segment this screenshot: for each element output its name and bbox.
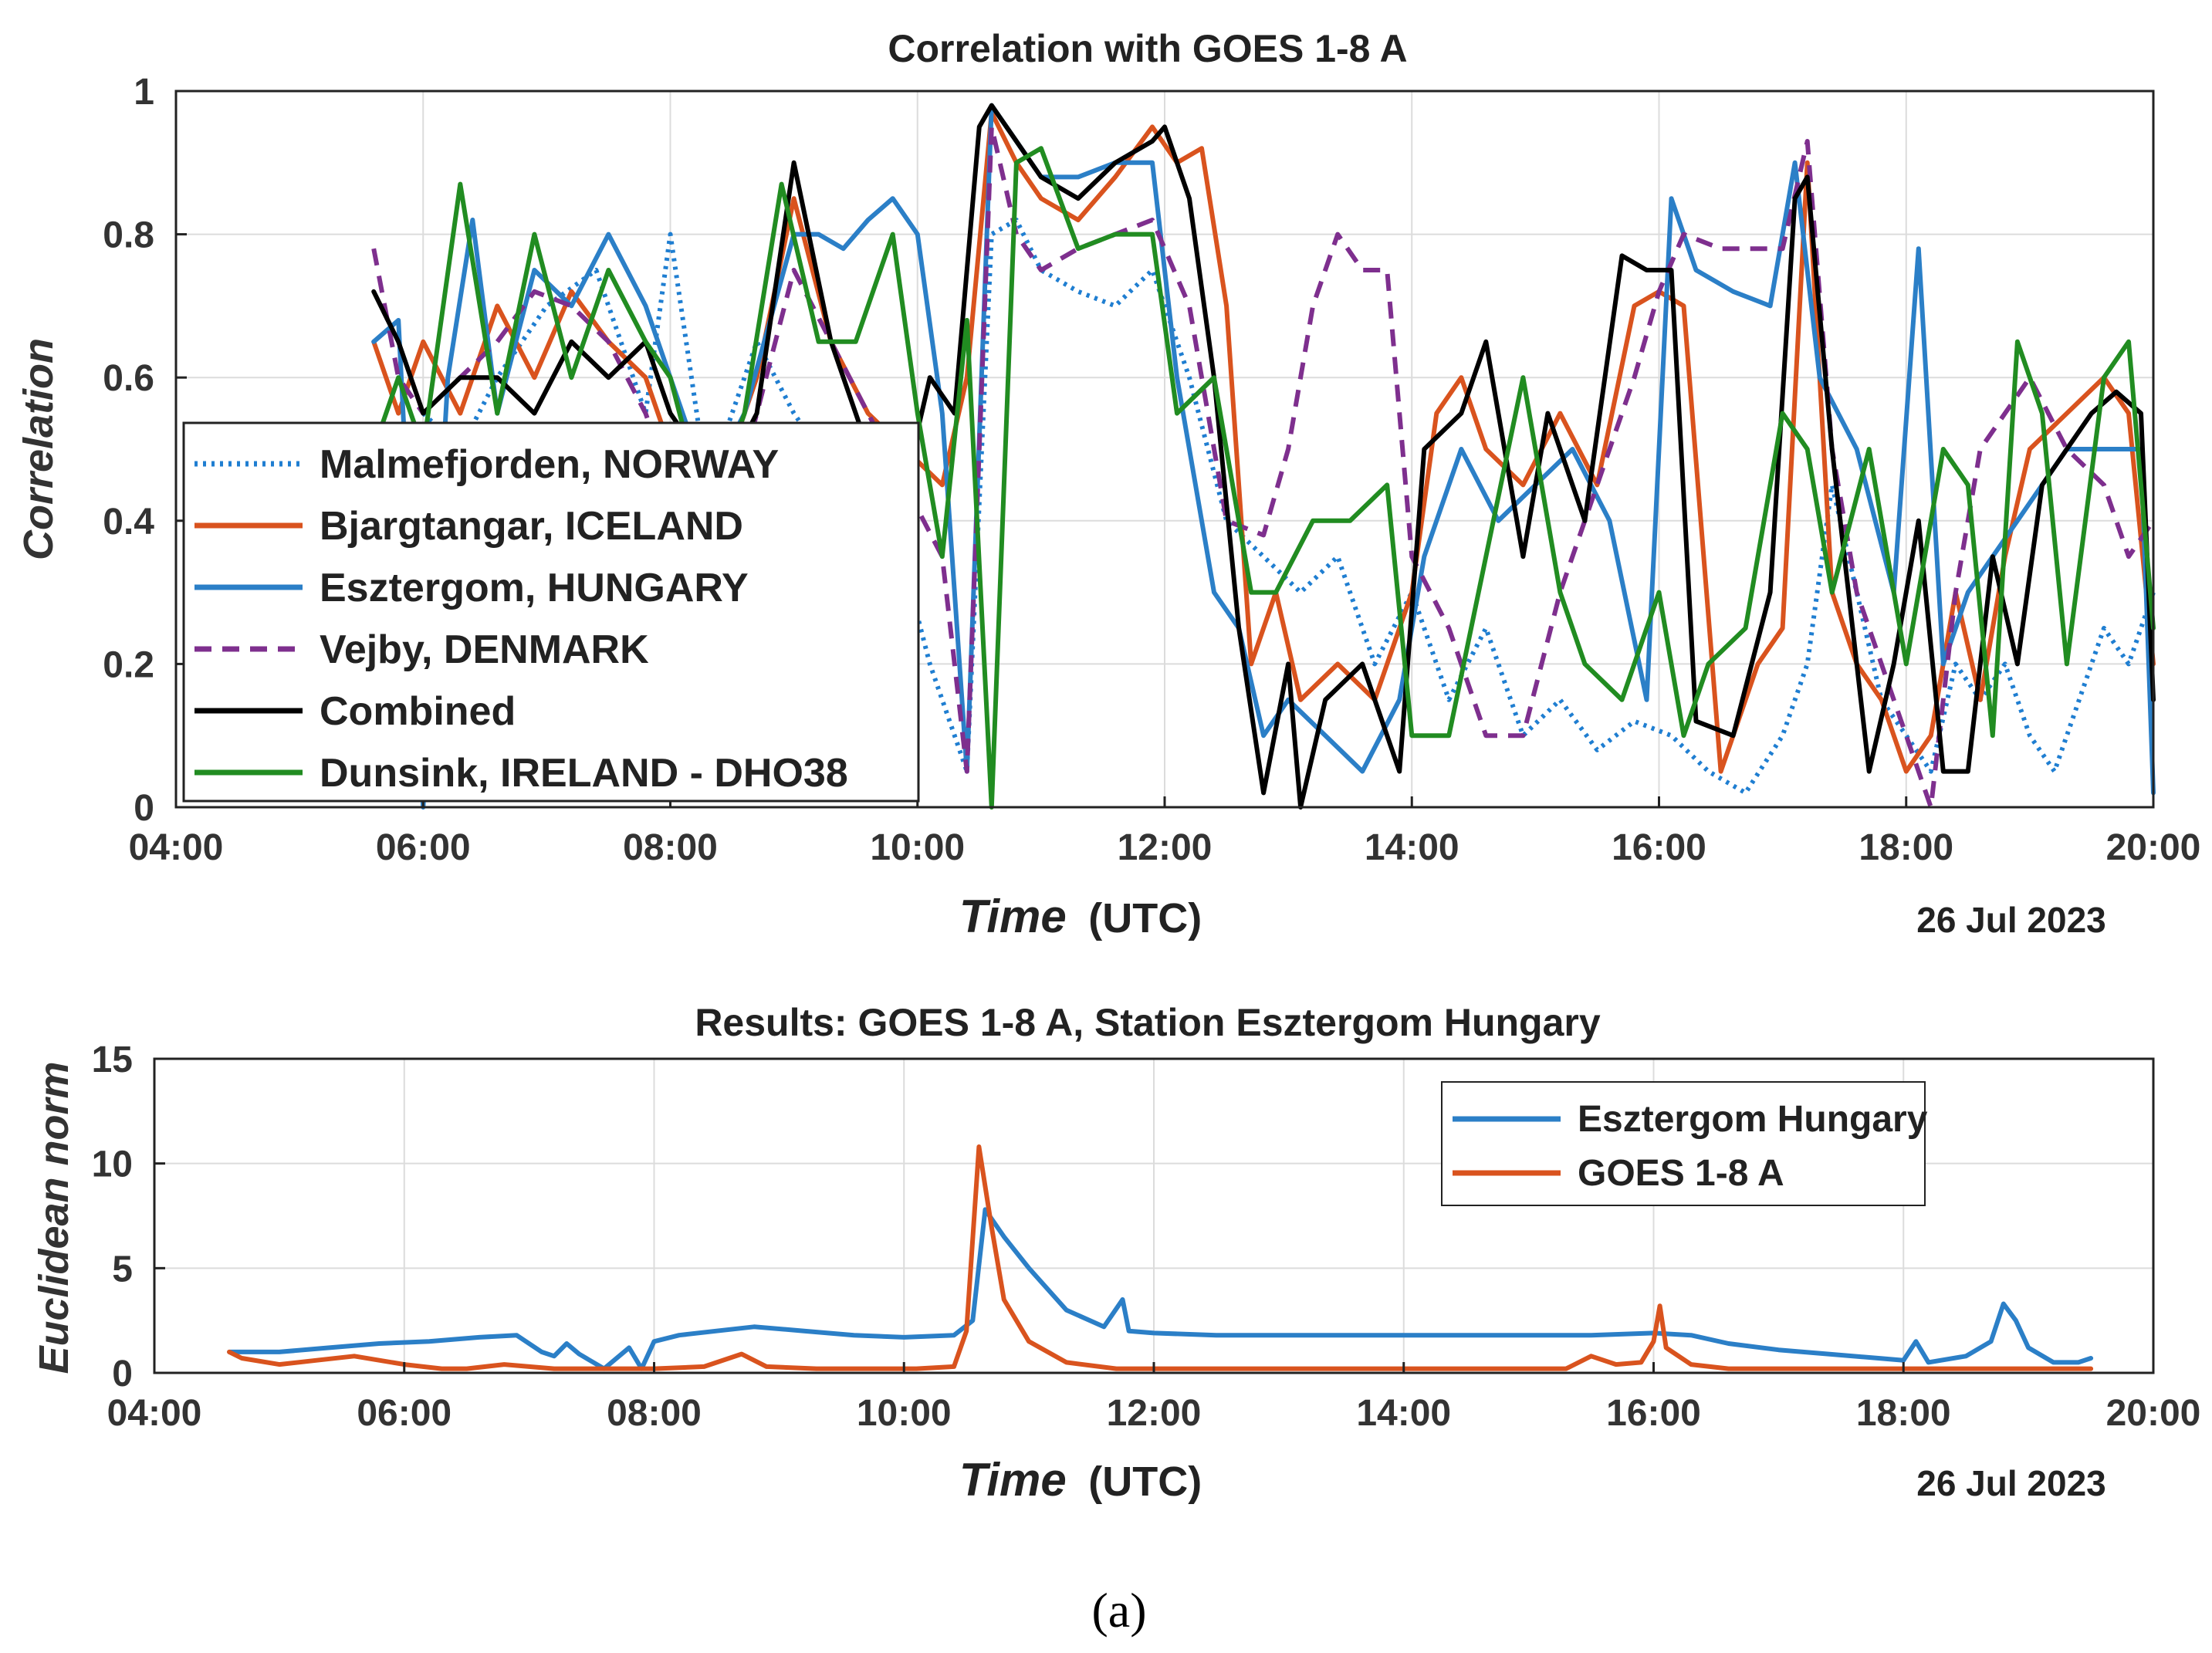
chart1-date-label: 26 Jul 2023 bbox=[1916, 900, 2106, 940]
y-tick-label: 0.6 bbox=[103, 358, 154, 399]
series-line-goes-1-8-a bbox=[227, 1144, 2094, 1371]
x-tick-label: 16:00 bbox=[1612, 827, 1706, 868]
chart2-title: Results: GOES 1-8 A, Station Esztergom H… bbox=[695, 1001, 1601, 1044]
chart1-legend: Malmefjorden, NORWAY Bjargtangar, ICELAND… bbox=[182, 421, 920, 803]
x-tick-label: 04:00 bbox=[129, 827, 224, 868]
legend-label: Vejby, DENMARK bbox=[320, 627, 649, 672]
y-tick-label: 15 bbox=[92, 1039, 133, 1080]
chart1-title: Correlation with GOES 1-8 A bbox=[888, 27, 1407, 70]
y-tick-label: 0 bbox=[112, 1354, 133, 1394]
x-tick-label: 08:00 bbox=[607, 1393, 702, 1434]
x-tick-label: 06:00 bbox=[357, 1393, 452, 1434]
legend-label: Esztergom Hungary bbox=[1578, 1099, 1928, 1140]
chart2-date-label: 26 Jul 2023 bbox=[1916, 1463, 2106, 1503]
x-tick-label: 12:00 bbox=[1118, 827, 1213, 868]
x-tick-label: 10:00 bbox=[857, 1393, 952, 1434]
x-tick-label: 18:00 bbox=[1856, 1393, 1951, 1434]
chart2-ylabel: Euclidean norm bbox=[31, 1061, 77, 1374]
chart2-legend: Esztergom Hungary GOES 1-8 A bbox=[1441, 1081, 1928, 1206]
x-tick-label: 18:00 bbox=[1859, 827, 1953, 868]
series-line-esztergom-hungary bbox=[371, 103, 2156, 810]
y-tick-label: 0.4 bbox=[103, 502, 154, 543]
x-tick-label: 20:00 bbox=[2106, 1393, 2201, 1434]
legend-label: Bjargtangar, ICELAND bbox=[320, 504, 743, 549]
chart2-legend-box bbox=[1441, 1081, 1926, 1206]
legend-label: Dunsink, IRELAND - DHO38 bbox=[320, 751, 848, 796]
x-tick-label: 14:00 bbox=[1365, 827, 1459, 868]
euclidean-norm-chart: Results: GOES 1-8 A, Station Esztergom H… bbox=[31, 1001, 2200, 1506]
series-line-esztergom-hungary bbox=[227, 1207, 2094, 1371]
legend-label: GOES 1-8 A bbox=[1578, 1153, 1784, 1194]
y-tick-label: 0.2 bbox=[103, 644, 154, 685]
y-tick-label: 1 bbox=[134, 72, 154, 113]
x-tick-label: 16:00 bbox=[1606, 1393, 1701, 1434]
correlation-chart: Correlation with GOES 1-8 A 04:00 06:00 08… bbox=[15, 27, 2200, 942]
legend-label: Malmefjorden, NORWAY bbox=[320, 442, 779, 487]
y-tick-label: 0.8 bbox=[103, 215, 154, 256]
x-tick-label: 10:00 bbox=[870, 827, 965, 868]
chart1-xlabel-unit: (UTC) bbox=[1088, 895, 1202, 941]
legend-label: Esztergom, HUNGARY bbox=[320, 566, 749, 610]
x-tick-label: 08:00 bbox=[623, 827, 718, 868]
y-tick-label: 0 bbox=[134, 788, 154, 829]
chart1-legend-box bbox=[182, 421, 920, 803]
chart2-xlabel: Time (UTC) bbox=[959, 1454, 1202, 1506]
x-tick-label: 20:00 bbox=[2106, 827, 2201, 868]
x-tick-label: 06:00 bbox=[376, 827, 471, 868]
x-tick-label: 12:00 bbox=[1107, 1393, 1202, 1434]
chart1-xlabel: Time (UTC) bbox=[959, 891, 1202, 942]
legend-label: Combined bbox=[320, 689, 516, 734]
chart2-xlabel-text: Time bbox=[959, 1454, 1067, 1506]
x-tick-label: 14:00 bbox=[1356, 1393, 1451, 1434]
y-tick-label: 5 bbox=[112, 1249, 133, 1290]
chart1-xlabel-text: Time bbox=[959, 891, 1067, 942]
y-tick-label: 10 bbox=[92, 1144, 133, 1185]
figure-caption: (a) bbox=[1091, 1583, 1146, 1638]
x-tick-label: 04:00 bbox=[107, 1393, 202, 1434]
chart2-xlabel-unit: (UTC) bbox=[1088, 1459, 1202, 1505]
chart1-ylabel: Correlation bbox=[15, 338, 62, 560]
